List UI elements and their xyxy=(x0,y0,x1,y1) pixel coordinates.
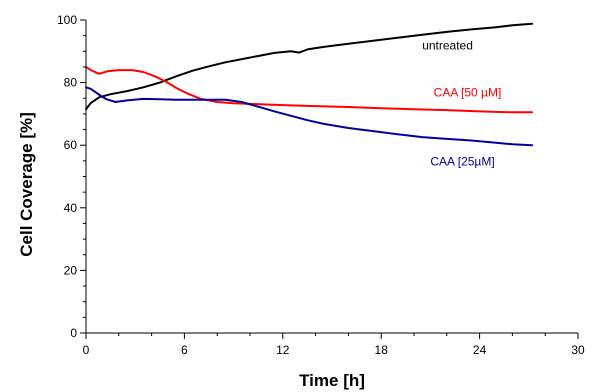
series-labels: untreated CAA [50 µM] CAA [25µM] xyxy=(422,39,501,169)
series-line-1 xyxy=(85,22,534,111)
x-axis-title: Time [h] xyxy=(299,371,365,390)
series-label-2: CAA [50 µM] xyxy=(434,86,502,100)
series-label-3: CAA [25µM] xyxy=(430,155,494,169)
series-line-2 xyxy=(85,65,534,114)
x-tick-label: 18 xyxy=(375,343,389,357)
series-layer xyxy=(85,22,534,147)
x-tick-label: 12 xyxy=(276,343,290,357)
y-tick-label: 40 xyxy=(64,201,78,215)
x-tick-label: 30 xyxy=(571,343,585,357)
y-tick-label: 100 xyxy=(57,13,77,27)
series-label-1: untreated xyxy=(422,39,473,53)
series-line-3 xyxy=(85,86,534,147)
y-tick-label: 0 xyxy=(70,326,77,340)
x-tick-label: 6 xyxy=(181,343,188,357)
axes-layer xyxy=(85,20,578,334)
ticks-layer: 0 20 40 60 80 100 0 6 12 18 24 30 xyxy=(57,13,585,357)
x-tick-label: 0 xyxy=(83,343,90,357)
y-tick-label: 60 xyxy=(64,138,78,152)
y-tick-label: 80 xyxy=(64,76,78,90)
y-tick-label: 20 xyxy=(64,263,78,277)
y-axis-title: Cell Coverage [%] xyxy=(17,112,36,257)
x-tick-label: 24 xyxy=(473,343,487,357)
